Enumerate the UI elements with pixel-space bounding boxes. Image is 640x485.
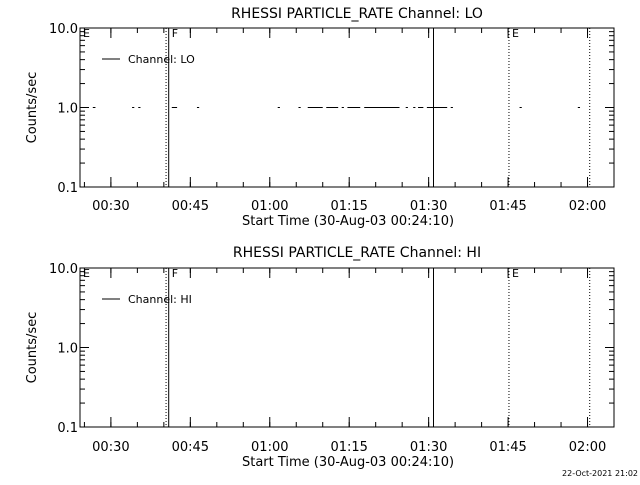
x-tick-label: 02:00 bbox=[569, 440, 606, 455]
x-tick-label: 01:45 bbox=[489, 199, 526, 214]
x-tick-label: 00:45 bbox=[172, 440, 209, 455]
marker-label: E bbox=[512, 27, 519, 40]
x-axis-label: Start Time (30-Aug-03 00:24:10) bbox=[242, 214, 454, 229]
chart-title: RHESSI PARTICLE_RATE Channel: LO bbox=[231, 6, 483, 22]
chart-panel-hi: RHESSI PARTICLE_RATE Channel: HI 0.1 1.0 10… bbox=[25, 245, 615, 470]
x-tick-label: 01:00 bbox=[251, 199, 288, 214]
x-tick-label: 00:30 bbox=[92, 199, 129, 214]
y-tick-label: 10.0 bbox=[49, 262, 78, 277]
x-tick-label: 01:30 bbox=[410, 199, 447, 214]
x-tick-label: 01:30 bbox=[410, 440, 447, 455]
x-tick-label: 01:00 bbox=[251, 440, 288, 455]
marker-label: E bbox=[83, 27, 90, 40]
y-axis-label: Counts/sec bbox=[25, 312, 40, 384]
marker-label: F bbox=[172, 267, 178, 280]
plot-frame bbox=[79, 267, 615, 428]
x-axis-label: Start Time (30-Aug-03 00:24:10) bbox=[242, 455, 454, 470]
x-tick-label: 02:00 bbox=[569, 199, 606, 214]
y-axis-label: Counts/sec bbox=[25, 72, 40, 144]
x-tick-label: 01:15 bbox=[330, 199, 367, 214]
footer-timestamp: 22-Oct-2021 21:02 bbox=[562, 469, 638, 478]
chart-panel-lo: RHESSI PARTICLE_RATE Channel: LO 0.1 1.0 10… bbox=[25, 6, 615, 229]
y-tick-label: 0.1 bbox=[57, 421, 78, 436]
legend-label: Channel: LO bbox=[128, 53, 195, 66]
marker-label: F bbox=[172, 27, 178, 40]
marker-label: E bbox=[512, 267, 519, 280]
x-tick-label: 00:30 bbox=[92, 440, 129, 455]
y-tick-label: 1.0 bbox=[57, 102, 78, 117]
legend-label: Channel: HI bbox=[128, 293, 192, 306]
chart-title: RHESSI PARTICLE_RATE Channel: HI bbox=[233, 245, 481, 261]
plot-frame bbox=[79, 27, 615, 188]
x-tick-label: 00:45 bbox=[172, 199, 209, 214]
y-tick-label: 10.0 bbox=[49, 22, 78, 37]
y-tick-label: 0.1 bbox=[57, 181, 78, 196]
x-tick-label: 01:45 bbox=[489, 440, 526, 455]
marker-label: E bbox=[83, 267, 90, 280]
y-tick-label: 1.0 bbox=[57, 342, 78, 357]
x-tick-label: 01:15 bbox=[330, 440, 367, 455]
